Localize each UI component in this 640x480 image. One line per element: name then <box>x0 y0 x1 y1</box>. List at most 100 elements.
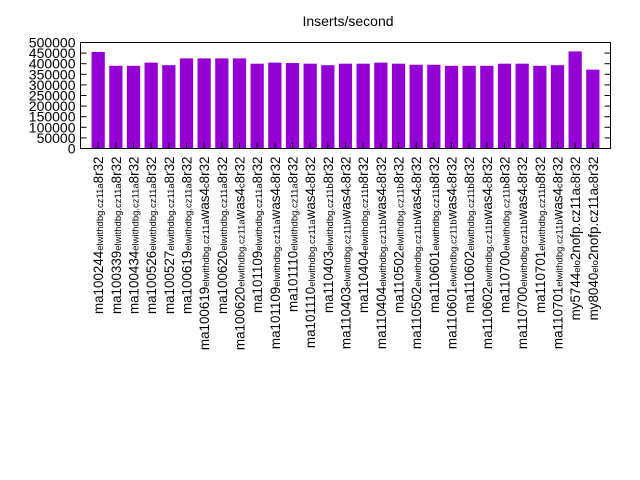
chart-title: Inserts/second <box>302 13 393 29</box>
bar <box>179 58 194 149</box>
label-part: ma100434 <box>127 250 142 314</box>
label-part: was4 <box>197 188 212 221</box>
bar <box>91 52 105 149</box>
label-subscript-part: o <box>572 260 583 265</box>
label-subscript-part: el <box>378 279 389 286</box>
x-category-label: ma100619elwithdbg.cz11a8r32 <box>180 157 195 315</box>
label-part: ma100619 <box>180 251 195 314</box>
label-subscript-part: el <box>502 243 513 250</box>
label-subscript-part: withdbg.cz11a <box>237 219 248 281</box>
label-subscript-part: el <box>519 279 530 286</box>
label-subscript-part: el <box>307 279 318 286</box>
label-subscript-part: withdbg.cz11b <box>502 183 513 244</box>
label-subscript-part: el <box>466 243 477 250</box>
label-subscript-part: c <box>307 183 318 188</box>
label-subscript-part: withdbg.cz11a <box>148 183 159 245</box>
label-subscript-part: withdbg.cz11b <box>519 219 530 280</box>
label-subscript-part: el <box>148 243 159 250</box>
label-part: ma110700 <box>515 287 530 349</box>
bar <box>586 69 600 149</box>
bar <box>462 65 476 149</box>
label-subscript-part: el <box>166 243 177 250</box>
label-part: my5744 <box>568 272 583 320</box>
bar <box>480 65 494 149</box>
label-part: 8r32 <box>445 157 460 184</box>
x-category-label: my5744elo2nofp.cz11ac8r32 <box>568 157 583 321</box>
x-category-label: ma110404elwithdbg.cz11bwas4c8r32 <box>374 157 389 350</box>
label-part: 8r32 <box>197 157 212 184</box>
label-part: ma110601 <box>445 287 460 349</box>
label-part: 8r32 <box>515 157 530 184</box>
bar <box>197 58 211 149</box>
label-part: ma110700 <box>498 251 513 313</box>
label-part: 8r32 <box>144 157 159 184</box>
label-part: ma110502 <box>409 287 424 349</box>
label-part: ma100244 <box>91 250 106 314</box>
bar <box>568 51 582 149</box>
label-subscript-part: c <box>272 183 283 188</box>
label-subscript-part: withdbg.cz11b <box>484 219 495 280</box>
x-category-label: ma101110elwithdbg.cz11awas4c8r32 <box>303 157 318 349</box>
bar <box>162 65 176 149</box>
y-tick-label: 50000 <box>37 130 76 146</box>
label-part: 8r32 <box>127 157 142 184</box>
bar <box>144 62 158 149</box>
label-part: 8r32 <box>215 157 230 184</box>
label-subscript-part: el <box>201 279 212 286</box>
bar <box>533 65 547 149</box>
label-subscript-part: el <box>590 265 601 272</box>
x-category-label: ma110404elwithdbg.cz11b8r32 <box>356 157 371 314</box>
label-part: was4 <box>445 188 460 221</box>
label-part: 8r32 <box>250 157 265 184</box>
label-subscript-part: el <box>449 279 460 286</box>
label-part: 2nofp.cz11a <box>586 188 601 261</box>
label-part: 8r32 <box>233 157 248 184</box>
label-subscript-part: c <box>343 183 354 188</box>
bar <box>126 65 141 149</box>
bar <box>391 63 406 149</box>
label-part: ma101109 <box>250 251 265 313</box>
label-subscript-part: el <box>254 243 265 250</box>
label-part: ma110404 <box>356 250 371 313</box>
label-subscript-part: el <box>184 243 195 250</box>
x-category-label: ma100526elwithdbg.cz11a8r32 <box>144 157 159 315</box>
label-subscript-part: c <box>413 183 424 188</box>
bars-group <box>91 51 600 149</box>
label-subscript-part: el <box>343 279 354 286</box>
label-subscript-part: withdbg.cz11b <box>555 219 566 280</box>
label-part: 8r32 <box>427 157 442 184</box>
label-part: ma110601 <box>427 251 442 313</box>
label-subscript-part: withdbg.cz11b <box>449 219 460 280</box>
bar <box>250 63 264 149</box>
label-part: ma100526 <box>144 251 159 314</box>
x-category-label: ma110502elwithdbg.cz11bwas4c8r32 <box>409 157 424 350</box>
label-part: was4 <box>409 188 424 221</box>
label-part: ma100620 <box>215 251 230 314</box>
label-subscript-part: el <box>219 243 230 250</box>
bar <box>303 63 317 149</box>
label-subscript-part: withdbg.cz11a <box>219 183 230 245</box>
label-subscript-part: el <box>555 279 566 286</box>
label-part: ma110701 <box>533 251 548 313</box>
label-subscript-part: el <box>95 243 106 250</box>
label-subscript-part: o <box>590 260 601 265</box>
x-category-label: my8040elo2nofp.cz11ac8r32 <box>586 157 601 321</box>
label-part: 8r32 <box>180 157 195 184</box>
label-subscript-part: el <box>572 265 583 272</box>
label-part: 8r32 <box>480 157 495 184</box>
x-category-label: ma101109elwithdbg.cz11a8r32 <box>250 157 265 314</box>
label-part: ma110701 <box>551 287 566 349</box>
x-category-label: ma110701elwithdbg.cz11b8r32 <box>533 157 548 314</box>
label-subscript-part: c <box>449 183 460 188</box>
label-subscript-part: withdbg.cz11a <box>113 183 124 245</box>
label-part: 8r32 <box>268 157 283 184</box>
x-category-label: ma110602elwithdbg.cz11bwas4c8r32 <box>480 157 495 350</box>
x-category-label: ma100619elwithdbg.cz11awas4c8r32 <box>197 157 212 351</box>
x-category-label: ma101109elwithdbg.cz11awas4c8r32 <box>268 157 283 350</box>
label-part: 8r32 <box>339 157 354 184</box>
y-tick-label: 400000 <box>29 56 76 72</box>
x-category-label: ma110701elwithdbg.cz11bwas4c8r32 <box>551 157 566 350</box>
label-subscript-part: el <box>131 243 142 250</box>
label-subscript-part: c <box>237 183 248 188</box>
